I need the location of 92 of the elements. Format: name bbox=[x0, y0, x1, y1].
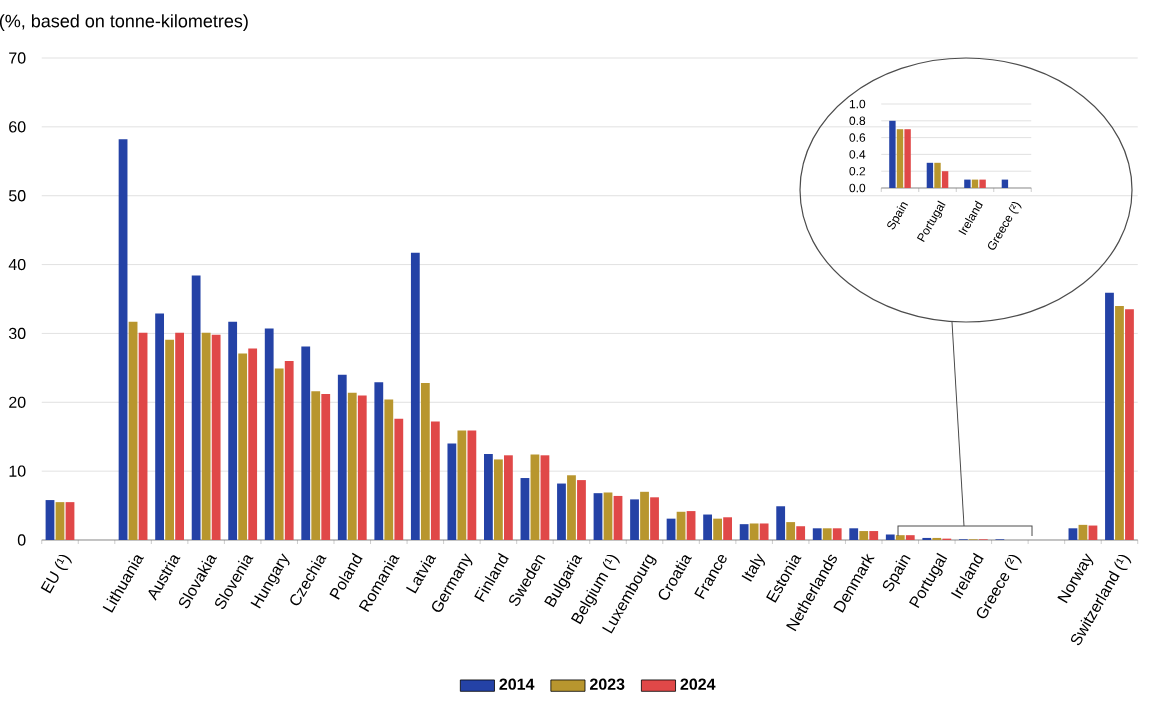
bar bbox=[749, 523, 759, 540]
bar bbox=[603, 492, 613, 540]
bar bbox=[759, 523, 769, 540]
legend-label: 2023 bbox=[589, 678, 625, 690]
y-tick-label: 20 bbox=[9, 396, 26, 408]
bar bbox=[447, 443, 457, 540]
bar bbox=[812, 528, 822, 540]
bar bbox=[228, 321, 238, 540]
y-tick-label: 70 bbox=[9, 52, 26, 64]
y-tick-label: 60 bbox=[9, 121, 26, 133]
bar bbox=[347, 392, 357, 540]
bar bbox=[832, 528, 842, 540]
y-tick-label: 30 bbox=[8, 327, 26, 340]
bar bbox=[128, 321, 138, 540]
bar bbox=[410, 252, 420, 540]
bar bbox=[118, 139, 128, 540]
bar bbox=[650, 497, 659, 540]
bar bbox=[394, 418, 404, 540]
bar bbox=[1078, 524, 1088, 540]
bar bbox=[676, 511, 686, 540]
bar bbox=[934, 162, 941, 188]
bar bbox=[155, 313, 165, 540]
bar bbox=[577, 480, 586, 540]
bar bbox=[786, 522, 796, 540]
bar bbox=[301, 346, 311, 540]
bar bbox=[630, 499, 639, 540]
legend-label: 2024 bbox=[680, 678, 716, 690]
bar bbox=[420, 383, 430, 540]
bar bbox=[849, 528, 859, 540]
bar bbox=[504, 455, 513, 540]
bar bbox=[274, 368, 284, 540]
bar bbox=[248, 348, 258, 540]
bar bbox=[713, 518, 722, 540]
bar bbox=[540, 455, 550, 540]
bar bbox=[613, 495, 623, 540]
bar bbox=[1125, 309, 1134, 540]
legend-label: 2014 bbox=[499, 678, 535, 690]
bar bbox=[796, 526, 806, 540]
bar bbox=[530, 454, 540, 540]
bar bbox=[964, 179, 971, 188]
bar bbox=[138, 332, 148, 540]
bar bbox=[941, 171, 949, 188]
bar bbox=[191, 275, 201, 540]
bar bbox=[520, 478, 530, 540]
bar bbox=[337, 374, 347, 540]
bar bbox=[55, 502, 65, 540]
bar bbox=[357, 395, 367, 540]
bar bbox=[723, 517, 733, 540]
bar bbox=[1115, 305, 1124, 540]
x-tick-label: EU (¹) bbox=[40, 554, 72, 594]
bar bbox=[904, 129, 911, 188]
bar bbox=[321, 394, 331, 540]
bar bbox=[869, 531, 879, 540]
bar bbox=[686, 511, 696, 540]
bar bbox=[1068, 528, 1078, 540]
y-tick-label: 0 bbox=[17, 534, 26, 546]
bar bbox=[822, 528, 832, 540]
bar bbox=[557, 483, 566, 540]
bar bbox=[284, 360, 294, 540]
y-tick-label: 10 bbox=[9, 465, 26, 477]
bar bbox=[776, 506, 786, 540]
bar bbox=[45, 500, 55, 540]
y-tick-label: 50 bbox=[8, 190, 26, 202]
bar bbox=[211, 334, 221, 540]
chart-title: (%, based on tonne-kilometres) bbox=[0, 14, 248, 31]
bar bbox=[896, 129, 904, 188]
bar bbox=[384, 399, 394, 540]
bar bbox=[264, 328, 274, 540]
bar bbox=[430, 421, 440, 540]
bar bbox=[640, 491, 649, 540]
bar bbox=[739, 524, 749, 540]
bar bbox=[311, 391, 321, 540]
bar bbox=[885, 534, 895, 540]
y-tick-label: 40 bbox=[8, 258, 26, 271]
bar bbox=[494, 459, 503, 540]
bar bbox=[238, 353, 248, 540]
bar bbox=[889, 120, 896, 188]
bar bbox=[457, 430, 467, 540]
bar bbox=[1105, 292, 1114, 540]
bar bbox=[467, 430, 477, 540]
bar bbox=[567, 475, 576, 540]
bar bbox=[165, 339, 174, 540]
bar bbox=[593, 493, 603, 540]
bar bbox=[979, 179, 986, 188]
bar bbox=[859, 531, 869, 540]
bar bbox=[374, 382, 384, 540]
bar bbox=[484, 453, 493, 540]
bar bbox=[175, 332, 184, 540]
bar bbox=[703, 514, 712, 540]
bar bbox=[926, 162, 934, 188]
bar bbox=[65, 502, 75, 540]
bar bbox=[201, 332, 211, 540]
